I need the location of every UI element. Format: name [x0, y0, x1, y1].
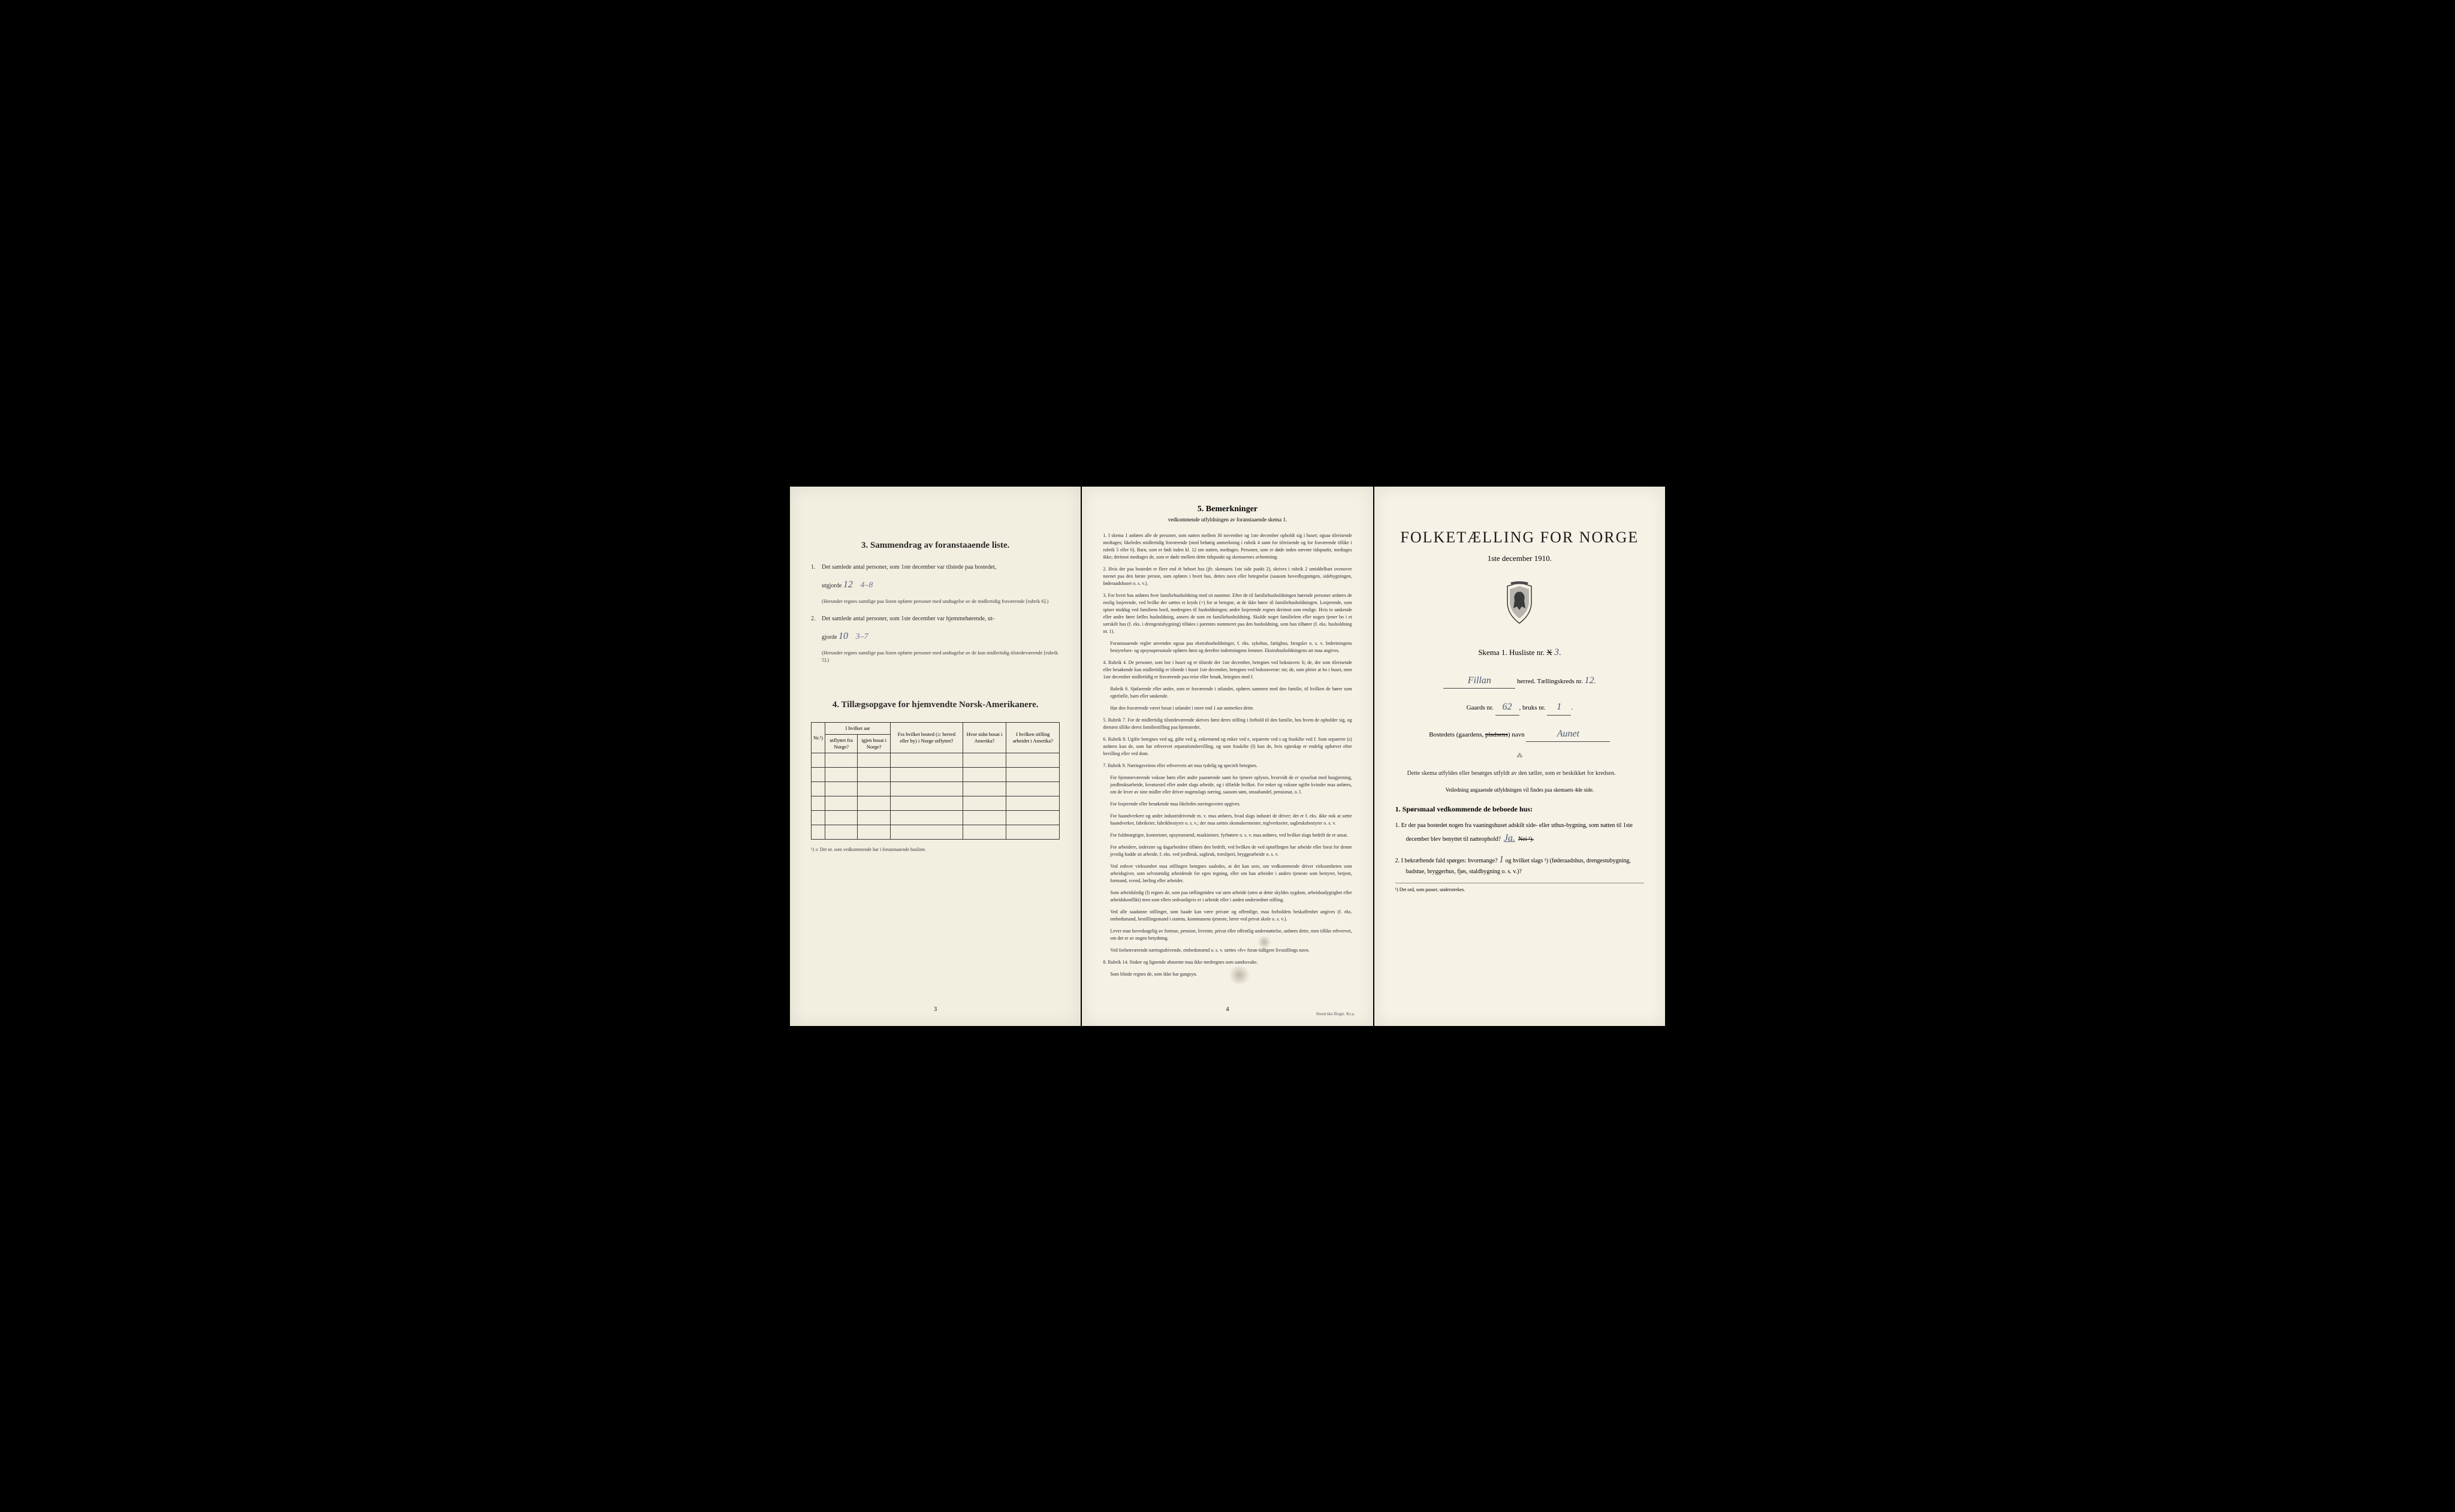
col-returned: igjen bosat i Norge? [858, 735, 891, 753]
q1-answer-ja: Ja. [1504, 833, 1515, 843]
husliste-nr: 3 [1554, 647, 1559, 657]
remark-7f: For arbeidere, inderster og dagarbeidere… [1110, 844, 1352, 858]
remark-7k: Ved forhenværende næringsdrivende, embed… [1110, 947, 1352, 954]
page-left: 3. Sammendrag av foranstaaende liste. 1.… [790, 487, 1081, 1026]
remark-7i: Ved alle saadanne stillinger, som baade … [1110, 909, 1352, 923]
remark-2: 2. Hvis der paa bostedet er flere end ét… [1103, 566, 1352, 587]
remark-7h: Som arbeidsledig (l) regnes de, som paa … [1110, 889, 1352, 904]
col-where: Hvor sidst bosat i Amerika? [963, 723, 1006, 753]
instruction-sub: Veiledning angaaende utfyldningen vil fi… [1395, 787, 1644, 793]
table-row [812, 782, 1060, 796]
census-document: 3. Sammendrag av foranstaaende liste. 1.… [790, 487, 1665, 1026]
q1-2-value: 1 [1499, 855, 1504, 865]
col-year-header: I hvilket aar [825, 723, 891, 735]
col-from: Fra hvilket bosted (ɔ: herred eller by) … [891, 723, 963, 753]
col-nr: Nr.¹) [812, 723, 825, 753]
ink-stain-2 [1257, 936, 1272, 948]
remark-3b: Foranstaaende regler anvendes ogsaa paa … [1110, 640, 1352, 654]
remark-7g: Ved enhver virksomhet maa stillingen bet… [1110, 863, 1352, 885]
tilstede-breakdown: 4–8 [860, 581, 873, 590]
summary-item-1: 1.Det samlede antal personer, som 1ste d… [811, 563, 1060, 572]
instruction-text: Dette skema utfyldes eller besørges utfy… [1395, 769, 1644, 778]
remark-8: 8. Rubrik 14. Sinker og lignende abnorme… [1103, 959, 1352, 966]
remark-7e: For fuldmægtiger, kontorister, opsynsmæn… [1110, 832, 1352, 839]
herred-line: Fillan herred. Tællingskreds nr. 12. [1395, 673, 1644, 689]
summary-item-1-note: (Herunder regnes samtlige paa listen opf… [822, 598, 1060, 605]
remark-7d: For haandverkere og andre industridriven… [1110, 813, 1352, 827]
ink-stain [1228, 966, 1251, 984]
skema-line: Skema 1. Husliste nr. X 3. [1395, 647, 1644, 658]
remarks-title: 5. Bemerkninger [1103, 505, 1352, 514]
remark-7j: Lever man hovedsagelig av formue, pensio… [1110, 928, 1352, 942]
question-1-2: 2. I bekræftende fald spørges: hvormange… [1395, 852, 1644, 877]
remarks-subtitle: vedkommende utfyldningen av foranstaaend… [1103, 517, 1352, 523]
page-middle: 5. Bemerkninger vedkommende utfyldningen… [1082, 487, 1373, 1026]
table-footnote: ¹) ɔ: Det nr. som vedkommende har i fora… [811, 847, 1060, 852]
remark-4b: Rubrik 6. Sjøfarende eller andre, som er… [1110, 686, 1352, 700]
hjemme-breakdown: 3–7 [856, 632, 868, 641]
remark-7c: For losjerende eller besøkende maa likel… [1110, 801, 1352, 808]
footnote-underline: ¹) Det ord, som passer, understrekes. [1395, 883, 1644, 892]
bruk-nr: 1 [1547, 699, 1571, 716]
bosted-line: Bostedets (gaardens, pladsens) navn Aune… [1395, 726, 1644, 743]
remark-6: 6. Rubrik 8. Ugifte betegnes ved ug, gif… [1103, 736, 1352, 757]
printer-mark: Steen'ske Bogtr. Kr.a. [1316, 1011, 1355, 1016]
table-row [812, 768, 1060, 782]
page-number-3: 3 [934, 1006, 937, 1013]
remark-1: 1. I skema 1 anføres alle de personer, s… [1103, 532, 1352, 561]
remark-5: 5. Rubrik 7. For de midlertidig tilstede… [1103, 717, 1352, 731]
table-row [812, 825, 1060, 840]
remark-4c: Har den fraværende været bosat i utlande… [1110, 705, 1352, 712]
summary-item-2: 2.Det samlede antal personer, som 1ste d… [811, 614, 1060, 623]
table-row [812, 796, 1060, 811]
col-position: I hvilken stilling arbeidet i Amerika? [1006, 723, 1060, 753]
americans-table-container: Nr.¹) I hvilket aar Fra hvilket bosted (… [811, 722, 1060, 852]
table-row [812, 811, 1060, 825]
section-3-title: 3. Sammendrag av foranstaaende liste. [811, 541, 1060, 551]
question-1-title: 1. Spørsmaal vedkommende de beboede hus: [1395, 805, 1644, 814]
remark-7b: For hjemmeværende voksne børn eller andr… [1110, 774, 1352, 796]
summary-item-2-note: (Herunder regnes samtlige paa listen opf… [822, 650, 1060, 664]
remark-4: 4. Rubrik 4. De personer, som bor i huse… [1103, 659, 1352, 681]
gaard-line: Gaards nr. 62, bruks nr. 1. [1395, 699, 1644, 716]
coat-of-arms [1395, 581, 1644, 632]
col-emigrated: utflyttet fra Norge? [825, 735, 858, 753]
table-row [812, 753, 1060, 768]
remark-7: 7. Rubrik 9. Næringsveiens eller erhverv… [1103, 762, 1352, 769]
summary-item-1-values: utgjorde 12 4–8 [822, 578, 1060, 592]
remark-3: 3. For hvert hus anføres hver familiehus… [1103, 592, 1352, 635]
kreds-nr: 12 [1585, 675, 1594, 686]
hjemme-count: 10 [839, 631, 848, 641]
q1-answer-nei: Nei ¹). [1518, 836, 1534, 843]
gaard-nr: 62 [1495, 699, 1519, 716]
divider: ⁂ [1395, 753, 1644, 759]
herred-value: Fillan [1443, 673, 1515, 689]
page-right: FOLKETÆLLING FOR NORGE 1ste december 191… [1374, 487, 1665, 1026]
question-1-1: 1. Er der paa bostedet nogen fra vaaning… [1395, 821, 1644, 846]
tilstede-count: 12 [843, 580, 853, 590]
census-date: 1ste december 1910. [1395, 554, 1644, 563]
americans-table: Nr.¹) I hvilket aar Fra hvilket bosted (… [811, 722, 1060, 840]
summary-item-2-values: gjorde 10 3–7 [822, 629, 1060, 644]
section-4-title: 4. Tillægsopgave for hjemvendte Norsk-Am… [811, 700, 1060, 710]
main-title: FOLKETÆLLING FOR NORGE [1395, 529, 1644, 547]
page-number-4: 4 [1226, 1006, 1229, 1013]
bosted-value: Aunet [1526, 726, 1610, 743]
